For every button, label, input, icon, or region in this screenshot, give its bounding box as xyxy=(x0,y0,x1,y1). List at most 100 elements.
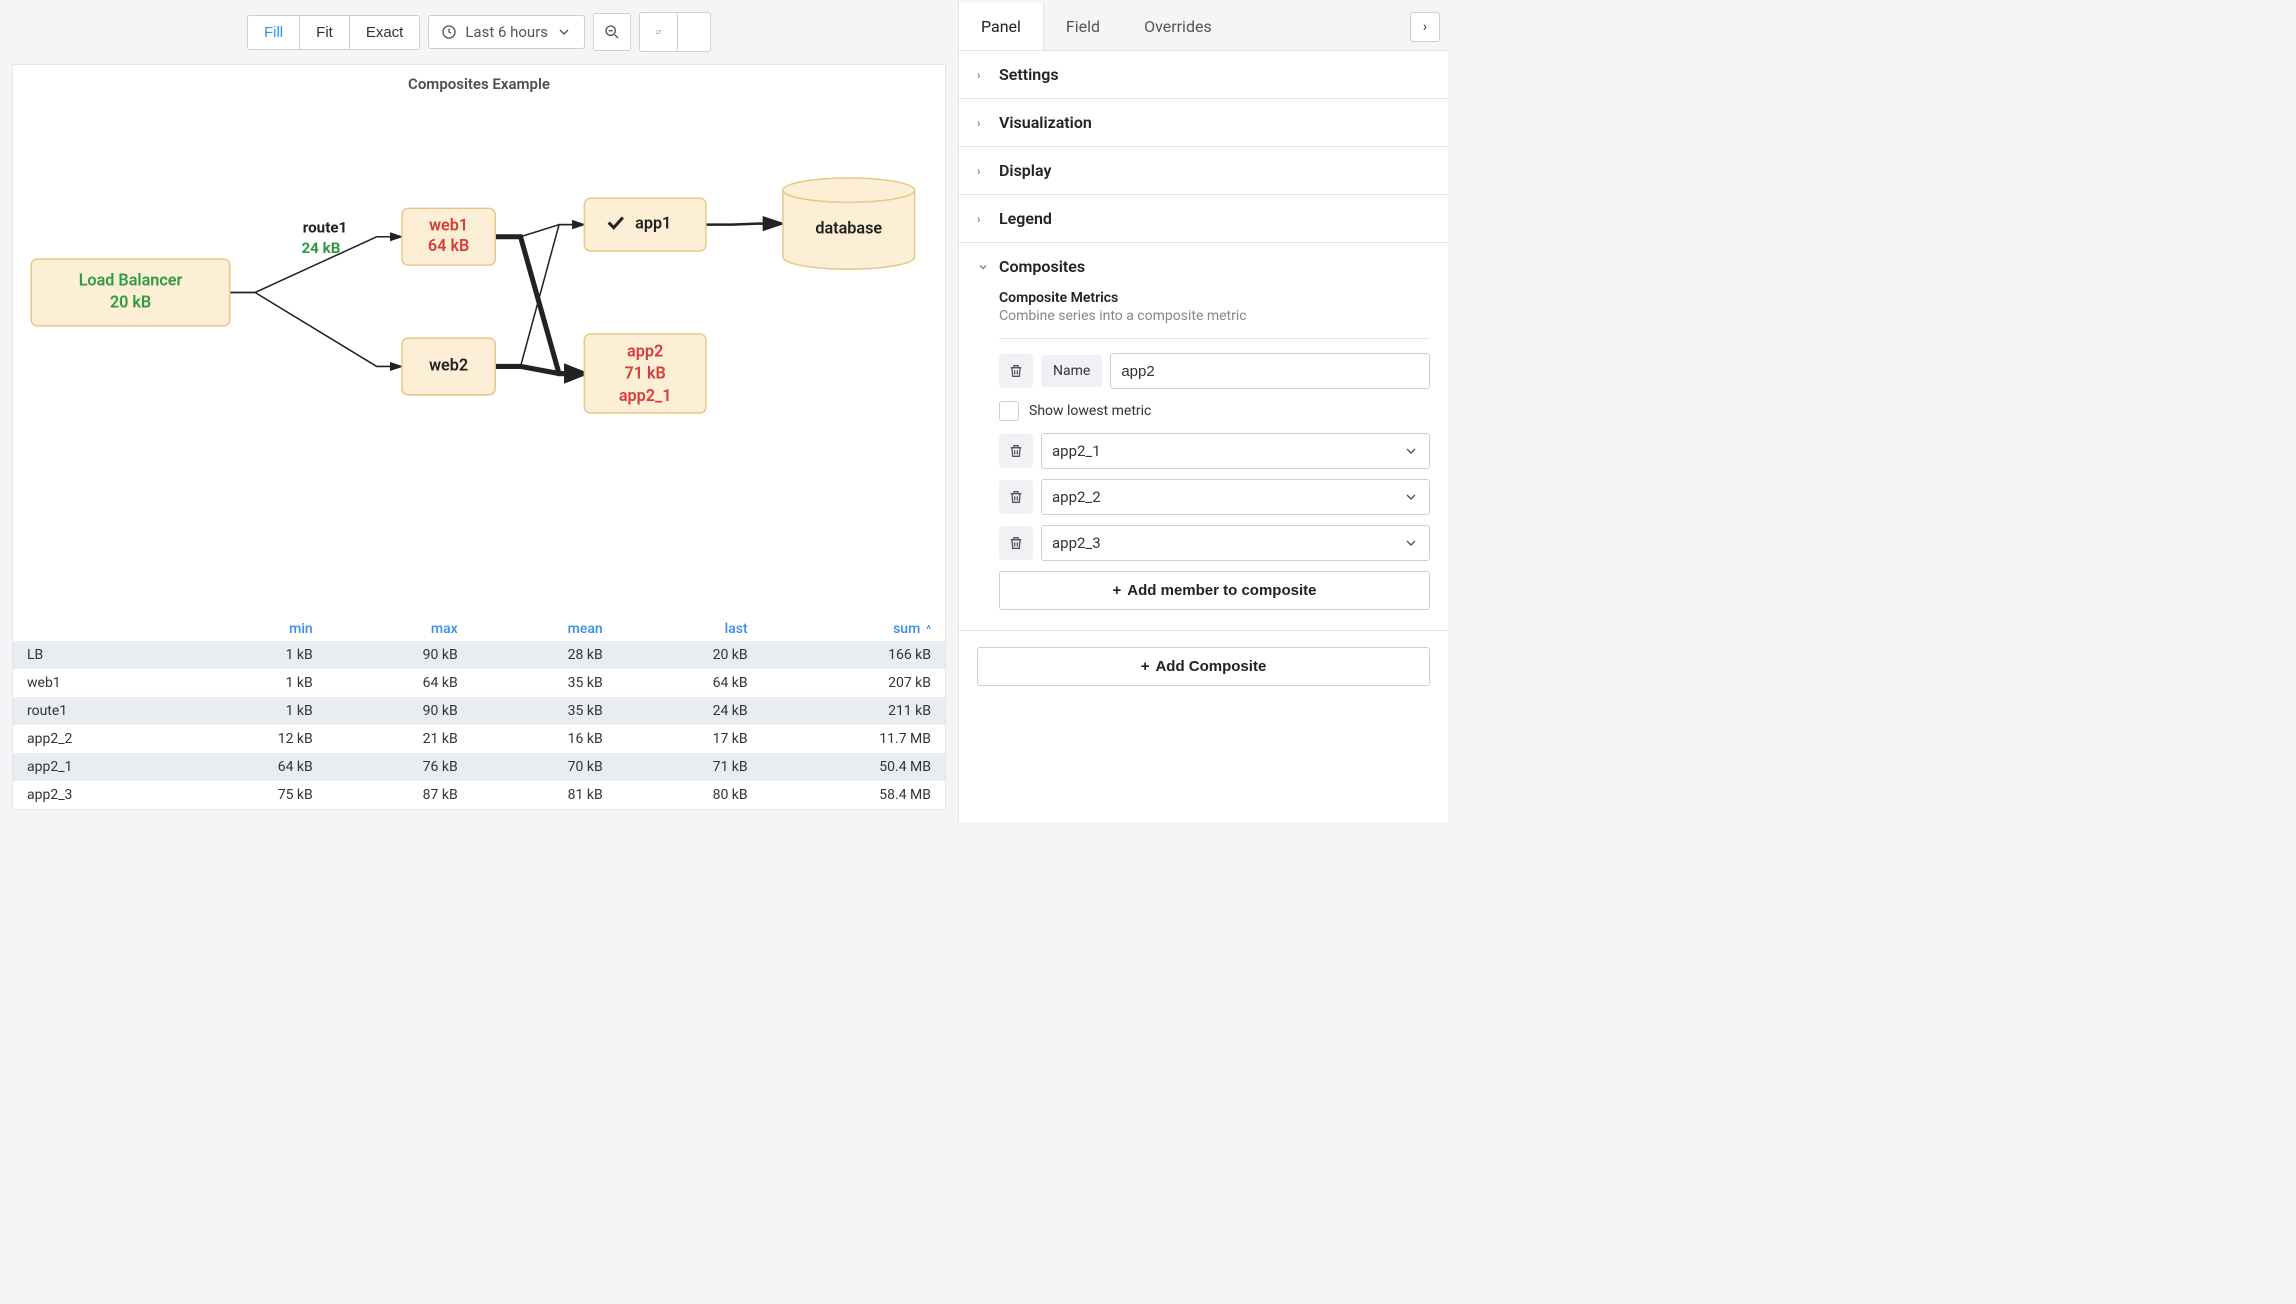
node-label: web2 xyxy=(429,355,468,374)
show-lowest-label: Show lowest metric xyxy=(1029,403,1151,419)
sort-asc-icon: ^ xyxy=(926,623,931,636)
tab-field[interactable]: Field xyxy=(1044,3,1122,50)
table-cell: 58.4 MB xyxy=(762,781,945,809)
delete-member-button[interactable] xyxy=(999,480,1033,514)
delete-member-button[interactable] xyxy=(999,434,1033,468)
section-legend: › Legend xyxy=(959,195,1448,243)
member-select-value: app2_2 xyxy=(1052,488,1101,506)
table-cell: 75 kB xyxy=(182,781,327,809)
table-cell: 71 kB xyxy=(617,753,762,781)
member-row: app2_3 xyxy=(999,525,1430,561)
chevron-down-icon xyxy=(556,24,572,40)
section-settings: › Settings xyxy=(959,51,1448,99)
table-cell: 21 kB xyxy=(327,725,472,753)
chevron-down-icon xyxy=(1403,443,1419,459)
node-label: 20 kB xyxy=(110,293,151,312)
time-range-picker[interactable]: Last 6 hours xyxy=(428,15,585,49)
edge xyxy=(706,224,783,225)
table-cell: 24 kB xyxy=(617,697,762,725)
section-label: Settings xyxy=(999,65,1059,84)
edge xyxy=(230,292,402,366)
table-cell: 90 kB xyxy=(327,641,472,669)
chevron-down-icon xyxy=(977,261,989,273)
divider xyxy=(999,338,1430,339)
sidebar-collapse-button[interactable]: › xyxy=(1410,12,1440,42)
table-row[interactable]: app2_212 kB21 kB16 kB17 kB11.7 MB xyxy=(13,725,945,753)
table-header[interactable]: mean xyxy=(472,615,617,641)
table-cell: 50.4 MB xyxy=(762,753,945,781)
view-mode-fit[interactable]: Fit xyxy=(300,16,350,49)
refresh-dropdown[interactable] xyxy=(678,13,710,51)
sidebar-tabs: Panel Field Overrides › xyxy=(959,0,1448,51)
table-cell: 20 kB xyxy=(617,641,762,669)
stats-table: minmaxmeanlastsum^LB1 kB90 kB28 kB20 kB1… xyxy=(13,615,945,809)
zoom-out-button[interactable] xyxy=(593,13,631,51)
table-cell: app2_2 xyxy=(13,725,182,753)
diagram-area: Load Balancer20 kBweb164 kBweb2app1app27… xyxy=(13,97,945,425)
node-label: database xyxy=(815,219,882,238)
table-header[interactable]: min xyxy=(182,615,327,641)
clock-icon xyxy=(441,24,457,40)
table-row[interactable]: app2_164 kB76 kB70 kB71 kB50.4 MB xyxy=(13,753,945,781)
table-cell: LB xyxy=(13,641,182,669)
panel-card: Composites Example Load Balancer20 kBweb… xyxy=(12,64,946,810)
member-select[interactable]: app2_1 xyxy=(1041,433,1430,469)
table-row[interactable]: LB1 kB90 kB28 kB20 kB166 kB xyxy=(13,641,945,669)
table-row[interactable]: route11 kB90 kB35 kB24 kB211 kB xyxy=(13,697,945,725)
refresh-button[interactable] xyxy=(640,13,678,51)
table-cell: app2_1 xyxy=(13,753,182,781)
table-cell: 80 kB xyxy=(617,781,762,809)
delete-composite-button[interactable] xyxy=(999,354,1033,388)
refresh-icon xyxy=(656,24,661,40)
table-cell: 70 kB xyxy=(472,753,617,781)
table-cell: 81 kB xyxy=(472,781,617,809)
table-cell: app2_3 xyxy=(13,781,182,809)
add-composite-button[interactable]: + Add Composite xyxy=(977,647,1430,686)
table-header[interactable]: sum^ xyxy=(762,615,945,641)
chevron-right-icon: › xyxy=(1423,19,1427,35)
diagram-svg: Load Balancer20 kBweb164 kBweb2app1app27… xyxy=(13,97,945,425)
trash-icon xyxy=(1008,535,1024,551)
member-row: app2_1 xyxy=(999,433,1430,469)
section-label: Composites xyxy=(999,257,1085,276)
table-cell: 35 kB xyxy=(472,669,617,697)
section-label: Visualization xyxy=(999,113,1092,132)
composite-name-input[interactable] xyxy=(1110,353,1430,389)
section-visualization: › Visualization xyxy=(959,99,1448,147)
section-display: › Display xyxy=(959,147,1448,195)
view-mode-fill[interactable]: Fill xyxy=(248,16,300,49)
add-member-button[interactable]: + Add member to composite xyxy=(999,571,1430,610)
chevron-right-icon: › xyxy=(977,68,989,82)
node-label: app1 xyxy=(635,214,671,233)
show-lowest-checkbox[interactable] xyxy=(999,401,1019,421)
table-cell: 76 kB xyxy=(327,753,472,781)
node-database[interactable]: database xyxy=(783,178,915,269)
table-header[interactable]: last xyxy=(617,615,762,641)
section-composites: Composites Composite Metrics Combine ser… xyxy=(959,243,1448,631)
table-cell: 64 kB xyxy=(182,753,327,781)
table-cell: 64 kB xyxy=(327,669,472,697)
delete-member-button[interactable] xyxy=(999,526,1033,560)
table-cell: 11.7 MB xyxy=(762,725,945,753)
edge xyxy=(495,237,584,374)
table-header[interactable]: max xyxy=(327,615,472,641)
edge-label: 24 kB xyxy=(301,239,340,257)
table-cell: web1 xyxy=(13,669,182,697)
member-select-value: app2_1 xyxy=(1052,442,1101,460)
plus-icon: + xyxy=(1113,582,1122,599)
table-cell: 90 kB xyxy=(327,697,472,725)
chevron-right-icon: › xyxy=(977,116,989,130)
table-cell: route1 xyxy=(13,697,182,725)
table-header[interactable] xyxy=(13,615,182,641)
node-label: 64 kB xyxy=(428,236,469,255)
table-row[interactable]: web11 kB64 kB35 kB64 kB207 kB xyxy=(13,669,945,697)
view-mode-exact[interactable]: Exact xyxy=(350,16,420,49)
time-range-label: Last 6 hours xyxy=(465,23,548,41)
member-select[interactable]: app2_2 xyxy=(1041,479,1430,515)
table-cell: 1 kB xyxy=(182,641,327,669)
panel-title: Composites Example xyxy=(13,65,945,97)
tab-panel[interactable]: Panel xyxy=(959,3,1044,50)
tab-overrides[interactable]: Overrides xyxy=(1122,3,1234,50)
member-select[interactable]: app2_3 xyxy=(1041,525,1430,561)
table-row[interactable]: app2_375 kB87 kB81 kB80 kB58.4 MB xyxy=(13,781,945,809)
